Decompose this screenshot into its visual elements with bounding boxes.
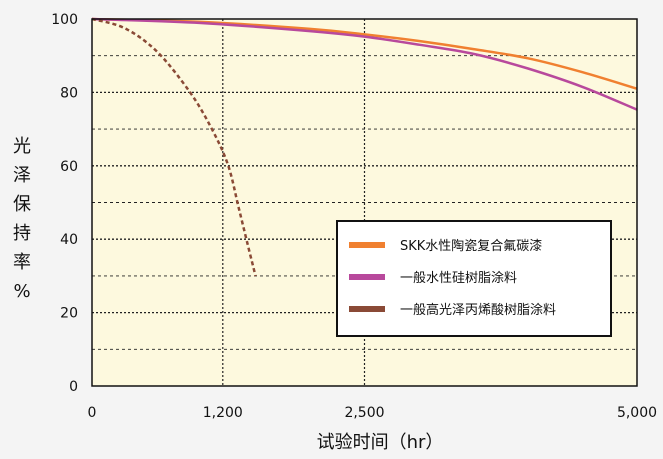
legend-label-1: SKK水性陶瓷复合氟碳漆: [400, 238, 542, 254]
tick-labels: 0 20 40 60 80 100 0 1,200 2,500 5,000: [51, 12, 657, 421]
series-line-2: [91, 17, 638, 111]
y-tick-label: 40: [60, 232, 78, 248]
x-tick-label: 1,200: [203, 405, 243, 421]
plot-border: [91, 18, 638, 387]
series-line-3: [91, 17, 257, 277]
y-axis-title: 光泽保持率%: [13, 136, 31, 302]
y-tick-label: 0: [69, 379, 78, 395]
legend-swatch-1: [349, 242, 385, 248]
legend-swatch-2: [349, 274, 385, 280]
x-tick-label: 5,000: [617, 405, 657, 421]
legend-swatch-3: [349, 306, 385, 312]
y-tick-label: 60: [60, 159, 78, 175]
y-tick-label: 100: [51, 12, 78, 28]
series-lines: [91, 17, 638, 277]
legend-box: [336, 220, 612, 337]
legend-label-3: 一般高光泽丙烯酸树脂涂料: [400, 302, 556, 318]
y-tick-label: 80: [60, 85, 78, 101]
x-tick-label: 0: [88, 405, 97, 421]
x-tick-label: 2,500: [344, 405, 384, 421]
legend-label-2: 一般水性硅树脂涂料: [400, 270, 517, 286]
x-axis-title: 试验时间（hr）: [317, 432, 444, 453]
y-tick-label: 20: [60, 306, 78, 322]
